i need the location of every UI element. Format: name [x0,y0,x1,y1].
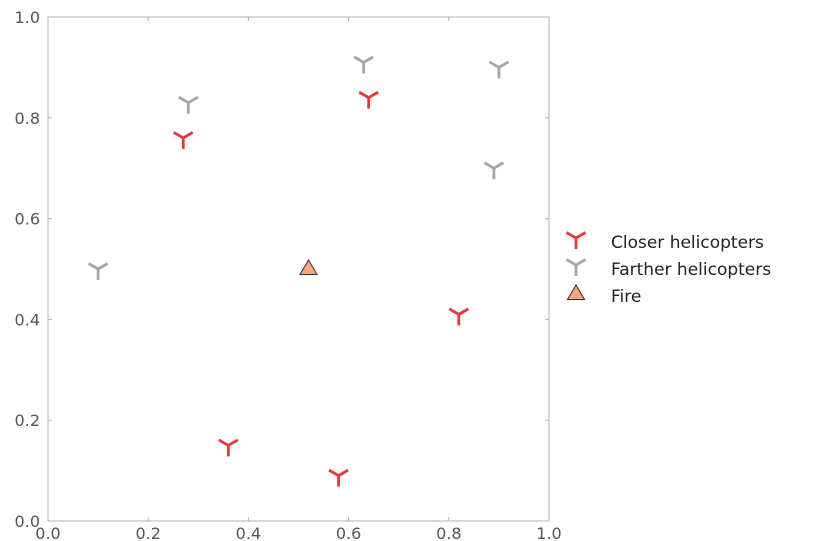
closer-helicopter-marker [173,131,194,149]
y-tick-label: 0.6 [15,210,40,229]
legend-label: Closer helicopters [611,233,764,253]
legend-closer-marker [565,231,587,249]
closer-helicopter-marker [448,307,470,326]
legend-fire-marker [566,284,586,300]
closer-helicopter-marker [328,468,349,487]
fire-marker [299,259,318,275]
closer-helicopter-marker [218,438,239,457]
plot-frame [47,16,550,522]
y-tick-label: 0.8 [15,109,40,128]
x-tick-label: 1.0 [536,524,561,541]
legend-farther-marker [565,258,587,276]
x-tick-label: 0.8 [436,524,461,541]
legend-label: Farther helicopters [611,260,771,280]
farther-helicopter-marker [178,95,199,114]
x-tick-label: 0.2 [135,524,160,541]
y-tick-label: 0.4 [15,310,40,329]
farther-helicopter-marker [488,60,510,79]
x-axis: 0.0 0.2 0.4 0.6 0.8 1.0 [35,17,562,541]
legend-label: Fire [611,287,641,307]
y-axis: 0.0 0.2 0.4 0.6 0.8 1.0 [15,8,549,531]
farther-helicopter-marker [483,161,505,180]
closer-helicopter-marker [358,90,379,109]
farther-helicopter-marker [87,262,109,280]
x-tick-label: 0.6 [336,524,361,541]
legend: Closer helicopters Farther helicopters Fir… [565,231,771,307]
data-markers [87,55,510,487]
y-tick-label: 0.2 [15,411,40,430]
x-tick-label: 0.4 [236,524,261,541]
plot-area [47,16,550,522]
farther-helicopter-marker [353,55,374,74]
y-tick-label: 0.0 [15,512,40,531]
y-tick-label: 1.0 [15,8,40,27]
x-tick-label: 0.0 [35,524,60,541]
